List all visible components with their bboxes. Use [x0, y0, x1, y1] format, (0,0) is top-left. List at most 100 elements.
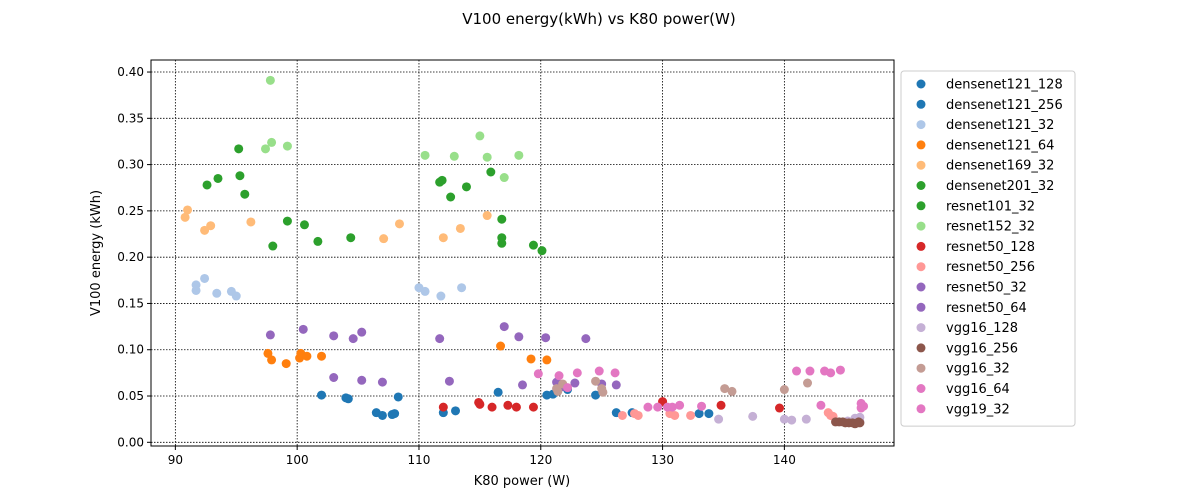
series-densenet121_64 — [263, 341, 552, 369]
legend-label: densenet169_32 — [946, 159, 1054, 174]
data-point — [591, 376, 601, 386]
data-point — [346, 233, 356, 243]
data-point — [514, 332, 524, 342]
data-point — [675, 400, 685, 410]
data-point — [533, 369, 543, 379]
x-tick-label: 110 — [408, 453, 431, 467]
data-point — [482, 211, 492, 221]
data-point — [343, 394, 353, 404]
data-point — [436, 291, 446, 301]
legend-label: vgg19_32 — [946, 402, 1010, 417]
data-point — [594, 366, 604, 376]
data-point — [267, 137, 277, 147]
data-point — [686, 410, 696, 420]
y-tick-label: 0.10 — [117, 343, 144, 357]
series-resnet50_256 — [617, 408, 860, 424]
legend-label: resnet50_256 — [946, 260, 1035, 275]
legend-marker — [916, 99, 926, 109]
legend-label: densenet121_128 — [946, 78, 1063, 93]
data-point — [720, 384, 730, 394]
data-point — [438, 402, 448, 412]
data-point — [805, 366, 815, 376]
x-tick-label: 140 — [773, 453, 796, 467]
data-point — [231, 291, 241, 301]
legend-marker — [916, 79, 926, 89]
data-point — [180, 212, 190, 222]
data-point — [499, 173, 509, 183]
legend-label: vgg16_256 — [946, 341, 1018, 356]
data-point — [475, 399, 485, 409]
data-point — [202, 180, 212, 190]
y-tick-label: 0.30 — [117, 158, 144, 172]
data-point — [394, 219, 404, 229]
legend-marker — [916, 201, 926, 211]
data-point — [183, 205, 193, 215]
data-point — [420, 150, 430, 160]
legend-label: densenet121_32 — [946, 118, 1054, 133]
data-point — [541, 333, 551, 343]
data-point — [435, 334, 445, 344]
data-point — [213, 173, 223, 183]
legend-marker — [916, 140, 926, 150]
series-resnet50_32 — [265, 322, 591, 344]
data-point — [377, 410, 387, 420]
series-vgg19_32 — [533, 365, 869, 411]
data-point — [511, 402, 521, 412]
data-point — [518, 380, 527, 390]
data-point — [449, 151, 459, 161]
grid-lines — [151, 60, 894, 446]
data-point — [437, 175, 447, 185]
x-tick-label: 120 — [529, 453, 552, 467]
data-point — [393, 392, 403, 402]
data-point — [486, 167, 496, 177]
legend-marker — [916, 343, 926, 353]
data-point — [694, 409, 704, 419]
data-point — [633, 410, 643, 420]
data-point — [282, 216, 292, 226]
data-point — [212, 288, 222, 298]
data-point — [787, 415, 797, 425]
legend-label: resnet152_32 — [946, 220, 1035, 235]
legend-label: vgg16_64 — [946, 382, 1010, 397]
data-point — [610, 368, 620, 378]
data-point — [235, 171, 245, 181]
data-point — [775, 403, 785, 413]
legend-marker — [916, 120, 926, 130]
data-point — [313, 236, 323, 246]
data-point — [451, 406, 461, 416]
x-tick-label: 130 — [651, 453, 674, 467]
data-point — [482, 152, 492, 162]
data-point — [298, 324, 308, 334]
legend-label: resnet50_128 — [946, 240, 1035, 255]
data-point — [457, 283, 467, 293]
data-point — [816, 400, 826, 410]
data-point — [444, 376, 454, 386]
data-point — [377, 377, 387, 387]
data-point — [563, 383, 573, 393]
data-point — [496, 341, 506, 351]
data-point — [779, 385, 789, 395]
data-point — [302, 351, 312, 361]
data-point — [329, 331, 339, 341]
data-point — [581, 334, 591, 344]
legend-marker — [916, 282, 926, 292]
series-resnet101_32 — [435, 167, 547, 256]
data-point — [537, 246, 547, 256]
data-point — [493, 387, 503, 397]
data-point — [859, 401, 869, 411]
legend-marker — [916, 404, 926, 414]
legend-label: densenet121_64 — [946, 138, 1054, 153]
x-axis-label: K80 power (W) — [474, 474, 571, 489]
series-vgg16_64 — [554, 366, 866, 413]
legend-marker — [916, 302, 926, 312]
data-point — [697, 401, 707, 411]
series-resnet152_32 — [260, 75, 524, 183]
data-point — [487, 402, 497, 412]
legend-label: vgg16_128 — [946, 321, 1018, 336]
legend-marker — [916, 363, 926, 373]
data-point — [348, 334, 358, 344]
data-points — [180, 75, 869, 429]
data-point — [246, 217, 256, 227]
data-point — [475, 131, 485, 141]
